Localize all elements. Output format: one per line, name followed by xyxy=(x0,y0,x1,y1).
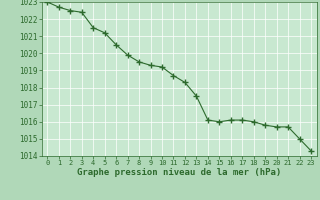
X-axis label: Graphe pression niveau de la mer (hPa): Graphe pression niveau de la mer (hPa) xyxy=(77,168,281,177)
